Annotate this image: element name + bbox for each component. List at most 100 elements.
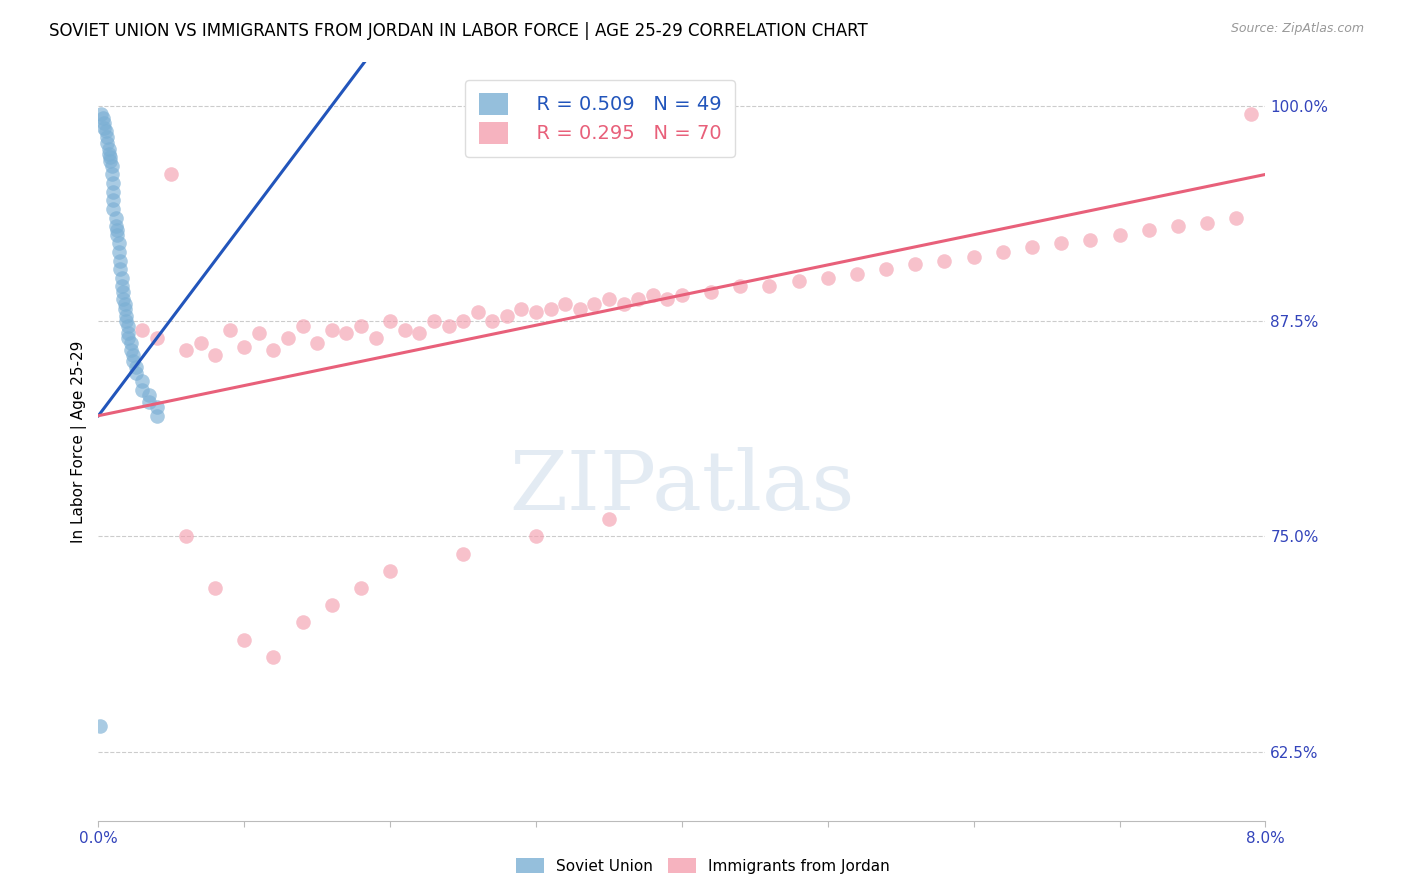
Point	[115, 309, 138, 323]
Point	[1167, 219, 1189, 234]
Point	[904, 257, 927, 271]
Point	[1021, 240, 1043, 254]
Point	[146, 409, 169, 423]
Point	[89, 719, 111, 733]
Point	[174, 529, 197, 543]
Point	[437, 319, 460, 334]
Point	[350, 319, 373, 334]
Point	[540, 301, 562, 316]
Point	[934, 253, 956, 268]
Point	[817, 270, 839, 285]
Text: SOVIET UNION VS IMMIGRANTS FROM JORDAN IN LABOR FORCE | AGE 25-29 CORRELATION CH: SOVIET UNION VS IMMIGRANTS FROM JORDAN I…	[49, 22, 868, 40]
Point	[101, 202, 124, 216]
Point	[112, 292, 135, 306]
Point	[131, 374, 153, 388]
Point	[423, 314, 446, 328]
Point	[125, 360, 148, 375]
Point	[700, 285, 723, 299]
Y-axis label: In Labor Force | Age 25-29: In Labor Force | Age 25-29	[72, 341, 87, 542]
Point	[875, 262, 897, 277]
Point	[291, 615, 314, 630]
Point	[277, 331, 299, 345]
Point	[335, 326, 357, 340]
Point	[160, 168, 183, 182]
Point	[612, 296, 634, 310]
Point	[583, 296, 606, 310]
Point	[1050, 236, 1073, 251]
Point	[991, 244, 1014, 259]
Point	[98, 153, 121, 168]
Point	[962, 250, 984, 264]
Point	[1137, 222, 1160, 236]
Point	[568, 301, 591, 316]
Point	[1225, 211, 1247, 225]
Point	[524, 305, 547, 319]
Point	[1197, 216, 1219, 230]
Point	[117, 326, 139, 340]
Point	[110, 262, 132, 277]
Point	[262, 343, 284, 358]
Point	[524, 529, 547, 543]
Point	[98, 150, 121, 164]
Point	[93, 116, 115, 130]
Point	[510, 301, 533, 316]
Point	[100, 159, 122, 173]
Point	[100, 168, 122, 182]
Point	[97, 146, 120, 161]
Point	[467, 305, 489, 319]
Point	[105, 227, 128, 242]
Point	[146, 400, 169, 414]
Point	[101, 194, 124, 208]
Point	[204, 581, 226, 595]
Point	[1080, 233, 1102, 247]
Point	[114, 301, 136, 316]
Point	[598, 512, 620, 526]
Point	[657, 292, 679, 306]
Point	[125, 366, 148, 380]
Point	[131, 322, 153, 336]
Point	[97, 142, 120, 156]
Point	[321, 599, 343, 613]
Point	[114, 296, 136, 310]
Point	[380, 314, 402, 328]
Point	[496, 309, 519, 323]
Point	[101, 176, 124, 190]
Point	[138, 388, 160, 402]
Point	[598, 292, 620, 306]
Point	[94, 124, 117, 138]
Point	[758, 279, 780, 293]
Point	[321, 322, 343, 336]
Point	[122, 353, 145, 368]
Point	[307, 336, 329, 351]
Point	[554, 296, 576, 310]
Point	[93, 120, 115, 135]
Point	[108, 236, 131, 251]
Point	[111, 270, 134, 285]
Legend:   R = 0.509   N = 49,   R = 0.295   N = 70: R = 0.509 N = 49, R = 0.295 N = 70	[465, 79, 735, 157]
Point	[91, 111, 114, 125]
Point	[247, 326, 270, 340]
Point	[146, 331, 169, 345]
Point	[96, 136, 118, 151]
Point	[233, 632, 256, 647]
Point	[394, 322, 416, 336]
Point	[112, 285, 135, 299]
Point	[408, 326, 430, 340]
Point	[641, 288, 664, 302]
Point	[380, 564, 402, 578]
Point	[1108, 227, 1130, 242]
Point	[117, 331, 139, 345]
Point	[218, 322, 240, 336]
Point	[105, 222, 128, 236]
Point	[138, 395, 160, 409]
Legend: Soviet Union, Immigrants from Jordan: Soviet Union, Immigrants from Jordan	[510, 852, 896, 880]
Point	[671, 288, 693, 302]
Point	[101, 185, 124, 199]
Text: ZIPatlas: ZIPatlas	[509, 447, 855, 527]
Point	[1240, 107, 1263, 121]
Point	[190, 336, 212, 351]
Point	[108, 244, 131, 259]
Point	[104, 211, 127, 225]
Point	[111, 279, 134, 293]
Point	[120, 343, 142, 358]
